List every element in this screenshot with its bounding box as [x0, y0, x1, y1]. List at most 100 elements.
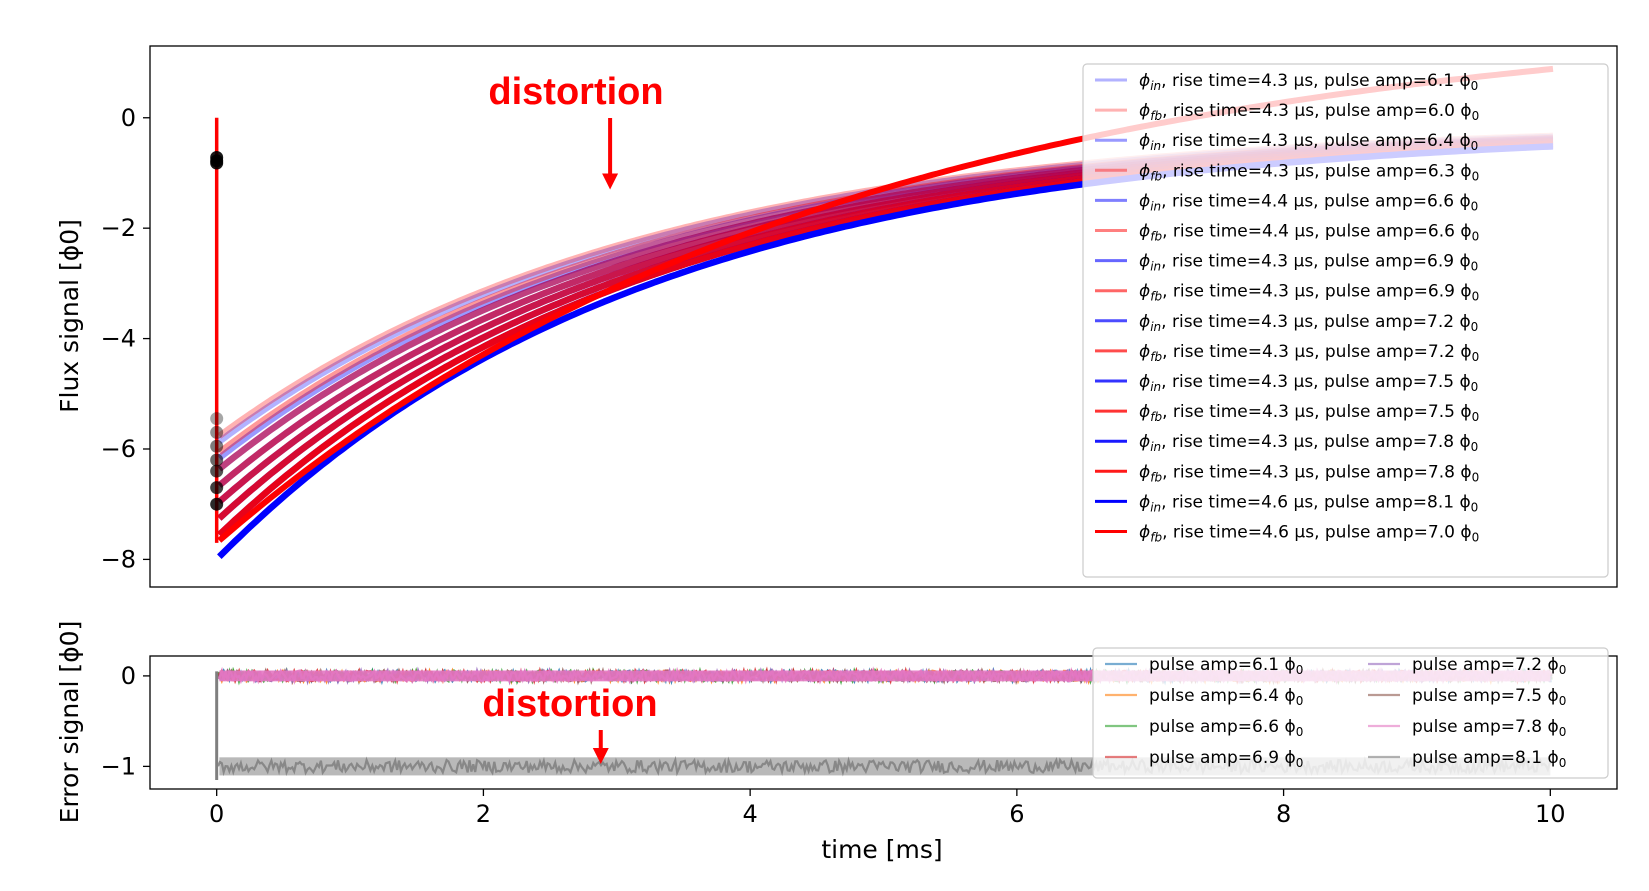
legend-subscript: in: [1150, 260, 1161, 274]
flux-legend-entry: ϕin, rise time=4.3 μs, pulse amp=6.4 ϕ0: [1139, 131, 1478, 153]
legend-phi-subscript: 0: [1472, 470, 1480, 484]
error-plot-frame: [149, 655, 1618, 790]
legend-phi-symbol: ϕ: [1139, 131, 1150, 151]
legend-phi-subscript: 0: [1559, 756, 1567, 770]
flux-y-tick-label: −6: [101, 435, 136, 463]
legend-entry-text: , rise time=4.6 μs, pulse amp=8.1 ϕ: [1161, 492, 1471, 512]
legend-subscript: fb: [1150, 531, 1162, 545]
legend-subscript: in: [1150, 380, 1161, 394]
flux-legend-entry: ϕin, rise time=4.3 μs, pulse amp=6.9 ϕ0: [1139, 252, 1478, 274]
error-legend-entry: pulse amp=6.1 ϕ0: [1149, 655, 1303, 677]
flux-legend-entry: ϕfb, rise time=4.3 μs, pulse amp=7.5 ϕ0: [1139, 402, 1479, 424]
legend-phi-symbol: ϕ: [1139, 252, 1150, 272]
legend-entry-text: , rise time=4.3 μs, pulse amp=7.8 ϕ: [1161, 432, 1471, 452]
flux-y-axis-label: Flux signal [ϕ0]: [55, 219, 84, 413]
flux-distortion-annotation: distortion: [488, 71, 664, 190]
legend-entry-text: pulse amp=7.2 ϕ: [1412, 655, 1559, 675]
error-legend-entry: pulse amp=7.5 ϕ0: [1412, 686, 1566, 708]
legend-phi-symbol: ϕ: [1139, 191, 1150, 211]
error-y-axis-label: Error signal [ϕ0]: [55, 621, 84, 824]
legend-subscript: fb: [1150, 350, 1162, 364]
flux-signal-panel: 0−2−4−6−8 Flux signal [ϕ0] distortion ϕi…: [55, 45, 1618, 588]
x-tick-label: 0: [209, 800, 224, 828]
legend-phi-symbol: ϕ: [1139, 101, 1150, 121]
legend-entry-text: , rise time=4.3 μs, pulse amp=7.5 ϕ: [1162, 402, 1472, 422]
flux-legend-entry: ϕfb, rise time=4.6 μs, pulse amp=7.0 ϕ0: [1139, 523, 1479, 545]
legend-phi-symbol: ϕ: [1139, 161, 1150, 181]
legend-phi-subscript: 0: [1472, 230, 1480, 244]
error-y-tick-label: 0: [121, 662, 136, 690]
flux-marker-point: [210, 453, 224, 467]
legend-entry-text: , rise time=4.3 μs, pulse amp=6.0 ϕ: [1162, 101, 1472, 121]
legend-subscript: fb: [1150, 290, 1162, 304]
legend-subscript: in: [1150, 500, 1161, 514]
error-legend-entry: pulse amp=7.2 ϕ0: [1412, 655, 1566, 677]
legend-phi-symbol: ϕ: [1139, 372, 1150, 392]
legend-entry-text: pulse amp=7.5 ϕ: [1412, 686, 1559, 706]
error-legend-box: [1092, 647, 1609, 779]
x-tick-label: 6: [1009, 800, 1024, 828]
flux-marker-point: [210, 439, 224, 453]
legend-subscript: in: [1150, 440, 1161, 454]
flux-legend-entry: ϕfb, rise time=4.3 μs, pulse amp=6.3 ϕ0: [1139, 161, 1479, 183]
x-axis-label: time [ms]: [821, 835, 942, 864]
error-legend-entry: pulse amp=8.1 ϕ0: [1412, 748, 1566, 770]
flux-legend-entry: ϕin, rise time=4.4 μs, pulse amp=6.6 ϕ0: [1139, 191, 1478, 213]
legend-phi-subscript: 0: [1472, 169, 1480, 183]
legend-entry-text: pulse amp=8.1 ϕ: [1412, 748, 1559, 768]
legend-phi-symbol: ϕ: [1139, 402, 1150, 422]
legend-phi-subscript: 0: [1471, 199, 1479, 213]
legend-subscript: fb: [1150, 230, 1162, 244]
legend-entry-text: , rise time=4.3 μs, pulse amp=7.2 ϕ: [1162, 342, 1472, 362]
legend-entry-text: , rise time=4.3 μs, pulse amp=7.8 ϕ: [1162, 462, 1472, 482]
error-legend-entry: pulse amp=6.9 ϕ0: [1149, 748, 1303, 770]
legend-entry-text: pulse amp=6.6 ϕ: [1149, 717, 1296, 737]
flux-marker-point: [210, 497, 224, 511]
legend-phi-symbol: ϕ: [1139, 71, 1150, 91]
legend-phi-subscript: 0: [1559, 694, 1567, 708]
legend-entry-text: , rise time=4.3 μs, pulse amp=6.4 ϕ: [1161, 131, 1471, 151]
flux-y-tick-label: −2: [101, 214, 136, 242]
legend-subscript: in: [1150, 139, 1161, 153]
flux-marker-point: [210, 412, 224, 426]
legend-phi-subscript: 0: [1471, 440, 1479, 454]
legend-phi-subscript: 0: [1296, 756, 1304, 770]
flux-legend-entry: ϕin, rise time=4.6 μs, pulse amp=8.1 ϕ0: [1139, 492, 1478, 514]
legend-entry-text: , rise time=4.3 μs, pulse amp=6.1 ϕ: [1161, 71, 1471, 91]
x-tick-label: 4: [742, 800, 757, 828]
legend-phi-subscript: 0: [1472, 350, 1480, 364]
legend-phi-symbol: ϕ: [1139, 342, 1150, 362]
error-distortion-annotation: distortion: [482, 683, 658, 764]
legend-phi-subscript: 0: [1471, 380, 1479, 394]
flux-y-tick-label: −4: [101, 325, 136, 353]
legend-entry-text: pulse amp=6.4 ϕ: [1149, 686, 1296, 706]
legend-subscript: in: [1150, 79, 1161, 93]
legend-phi-subscript: 0: [1471, 320, 1479, 334]
legend-entry-text: , rise time=4.3 μs, pulse amp=6.3 ϕ: [1162, 161, 1472, 181]
flux-distortion-label: distortion: [488, 71, 663, 113]
legend-entry-text: pulse amp=7.8 ϕ: [1412, 717, 1559, 737]
flux-plot-frame: [149, 45, 1618, 588]
legend-entry-text: , rise time=4.3 μs, pulse amp=7.2 ϕ: [1161, 312, 1471, 332]
legend-phi-subscript: 0: [1472, 531, 1480, 545]
legend-phi-subscript: 0: [1471, 79, 1479, 93]
flux-legend-entry: ϕfb, rise time=4.4 μs, pulse amp=6.6 ϕ0: [1139, 222, 1479, 244]
flux-legend: ϕin, rise time=4.3 μs, pulse amp=6.1 ϕ0ϕ…: [1082, 63, 1609, 578]
error-y-ticks: 0 −1: [101, 662, 150, 780]
x-tick-label: 8: [1276, 800, 1291, 828]
legend-subscript: fb: [1150, 169, 1162, 183]
legend-phi-symbol: ϕ: [1139, 222, 1150, 242]
legend-phi-subscript: 0: [1296, 663, 1304, 677]
legend-phi-symbol: ϕ: [1139, 312, 1150, 332]
legend-phi-subscript: 0: [1296, 725, 1304, 739]
x-ticks: 0 2 4 6 8 10: [209, 789, 1566, 828]
legend-phi-symbol: ϕ: [1139, 523, 1150, 543]
legend-entry-text: , rise time=4.6 μs, pulse amp=7.0 ϕ: [1162, 523, 1472, 543]
error-legend-entry: pulse amp=6.4 ϕ0: [1149, 686, 1303, 708]
x-tick-label: 2: [476, 800, 491, 828]
flux-legend-entry: ϕfb, rise time=4.3 μs, pulse amp=6.9 ϕ0: [1139, 282, 1479, 304]
error-band-fill: [219, 670, 1551, 682]
legend-phi-subscript: 0: [1472, 290, 1480, 304]
legend-entry-text: , rise time=4.4 μs, pulse amp=6.6 ϕ: [1161, 191, 1471, 211]
flux-marker-point: [210, 425, 224, 439]
